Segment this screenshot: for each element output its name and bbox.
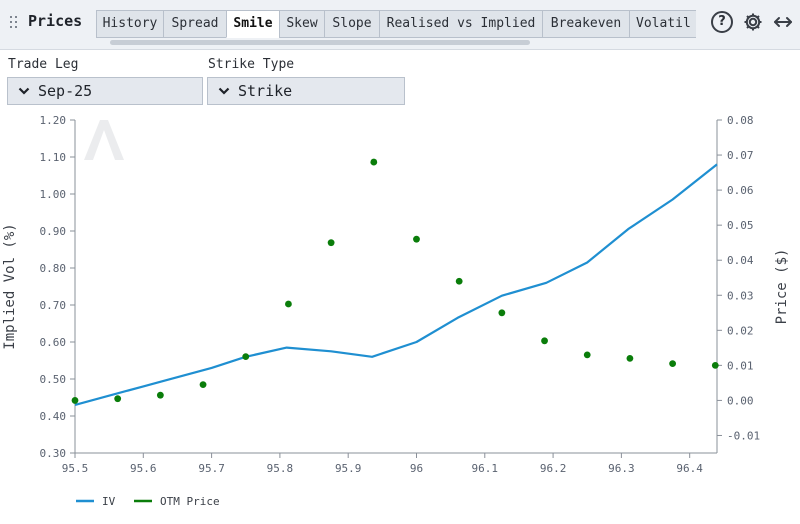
panel-header: Prices History Spread Smile Skew Slope R… (0, 0, 800, 50)
y-tick-label: 0.40 (40, 410, 67, 423)
y2-tick-label: 0.00 (727, 394, 754, 407)
x-tick-label: 95.9 (335, 462, 362, 475)
panel-title: Prices (28, 12, 83, 30)
tab-spread[interactable]: Spread (163, 10, 227, 38)
tab-skew[interactable]: Skew (279, 10, 325, 38)
smile-chart: 0.30 0.40 0.50 0.60 0.70 0.80 0.90 1.00 1.10 1.20… (2, 114, 790, 508)
otm-price-point (114, 395, 122, 403)
otm-price-point (711, 361, 719, 369)
y2-tick-label: 0.01 (727, 359, 754, 372)
otm-price-point (498, 309, 506, 317)
x-tick-label: 96.4 (676, 462, 703, 475)
help-icon[interactable]: ? (711, 11, 733, 33)
tab-realised-vs-implied[interactable]: Realised vs Implied (379, 10, 543, 38)
otm-price-point (626, 354, 634, 362)
strike-type-value: Strike (238, 82, 293, 100)
y2-tick-label: 0.06 (727, 184, 754, 197)
tab-scrollbar[interactable] (110, 40, 530, 45)
y-tick-label: 1.00 (40, 188, 67, 201)
tab-slope[interactable]: Slope (324, 10, 380, 38)
gear-icon[interactable] (742, 11, 764, 33)
x-tick-label: 96.1 (472, 462, 499, 475)
tab-smile[interactable]: Smile (226, 10, 280, 38)
y2-tick-label: 0.07 (727, 149, 754, 162)
y-tick-label: 0.90 (40, 225, 67, 238)
y2-tick-label: -0.01 (727, 429, 760, 442)
trade-leg-label: Trade Leg (8, 57, 79, 72)
otm-price-point (413, 235, 420, 243)
x-tick-label: 96.3 (608, 462, 635, 475)
tab-history[interactable]: History (96, 10, 164, 38)
x-tick-label: 95.6 (130, 462, 157, 475)
y2-tick-label: 0.03 (727, 289, 754, 302)
y2-tick-label: 0.02 (727, 324, 754, 337)
trade-leg-select[interactable]: Sep-25 (7, 77, 203, 105)
strike-type-select[interactable]: Strike (207, 77, 405, 105)
y2-tick-label: 0.08 (727, 114, 754, 127)
tab-bar: History Spread Smile Skew Slope Realised… (96, 10, 696, 38)
otm-price-point (541, 337, 548, 345)
x-tick-label: 95.8 (267, 462, 294, 475)
chevron-down-icon (18, 87, 30, 95)
expand-arrows-icon[interactable] (772, 11, 794, 33)
y-tick-label: 0.80 (40, 262, 67, 275)
otm-price-point (370, 158, 378, 166)
y2-tick-label: 0.04 (727, 254, 754, 267)
x-tick-label: 95.5 (62, 462, 89, 475)
tab-breakeven[interactable]: Breakeven (542, 10, 630, 38)
tab-volatility[interactable]: Volatil (629, 10, 696, 38)
watermark-logo-icon (84, 120, 124, 160)
otm-price-point (583, 351, 591, 359)
y-tick-label: 0.60 (40, 336, 67, 349)
trade-leg-value: Sep-25 (38, 82, 93, 100)
otm-price-point (669, 360, 677, 368)
y2-axis-title: Price ($) (774, 249, 790, 325)
x-tick-label: 96.2 (540, 462, 567, 475)
y2-tick-label: 0.05 (727, 219, 754, 232)
otm-price-point (242, 353, 250, 361)
otm-price-point (156, 391, 164, 399)
legend-label: IV (102, 495, 116, 508)
y-tick-label: 0.50 (40, 373, 67, 386)
x-tick-label: 95.7 (198, 462, 225, 475)
otm-price-point (327, 239, 335, 247)
y-axis-title: Implied Vol (%) (2, 223, 18, 349)
drag-handle-icon[interactable] (10, 16, 20, 32)
y-tick-label: 1.10 (40, 151, 67, 164)
strike-type-label: Strike Type (208, 57, 295, 72)
y-tick-label: 0.30 (40, 447, 67, 460)
otm-price-point (285, 300, 292, 308)
chevron-down-icon (218, 87, 230, 95)
otm-price-point (71, 397, 79, 404)
otm-price-point (199, 381, 207, 389)
legend-label: OTM Price (160, 495, 220, 508)
otm-price-point (455, 277, 463, 285)
iv-line (74, 163, 718, 406)
x-tick-label: 96 (410, 462, 423, 475)
y-tick-label: 0.70 (40, 299, 67, 312)
y-tick-label: 1.20 (40, 114, 67, 127)
